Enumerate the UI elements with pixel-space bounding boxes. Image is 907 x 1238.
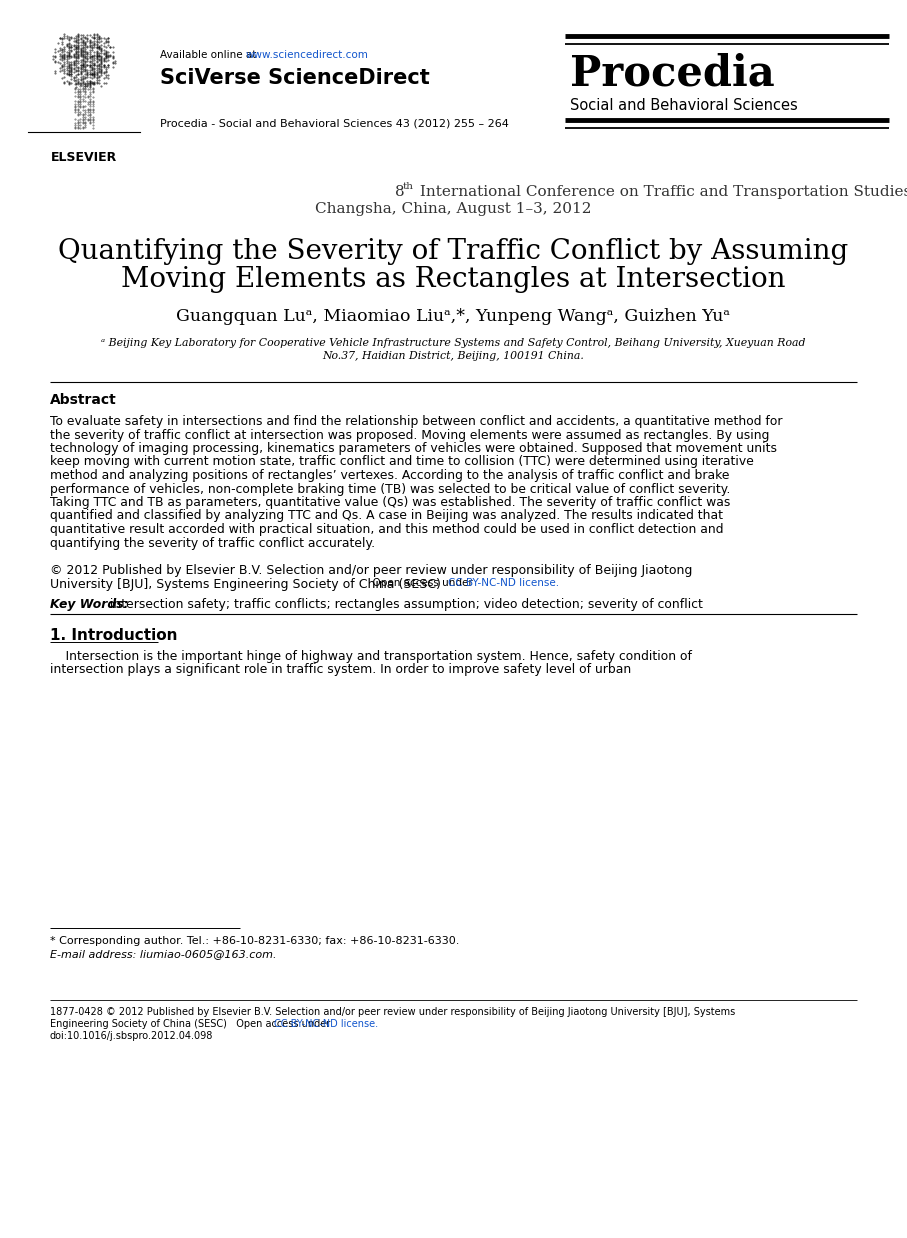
Text: ᵃ Beijing Key Laboratory for Cooperative Vehicle Infrastructure Systems and Safe: ᵃ Beijing Key Laboratory for Cooperative… xyxy=(101,338,805,348)
Text: doi:10.1016/j.sbspro.2012.04.098: doi:10.1016/j.sbspro.2012.04.098 xyxy=(50,1031,213,1041)
Text: Guangquan Luᵃ, Miaomiao Liuᵃ,*, Yunpeng Wangᵃ, Guizhen Yuᵃ: Guangquan Luᵃ, Miaomiao Liuᵃ,*, Yunpeng … xyxy=(176,308,730,326)
Text: the severity of traffic conflict at intersection was proposed. Moving elements w: the severity of traffic conflict at inte… xyxy=(50,428,769,442)
Text: Procedia - Social and Behavioral Sciences 43 (2012) 255 – 264: Procedia - Social and Behavioral Science… xyxy=(160,118,509,128)
Text: Quantifying the Severity of Traffic Conflict by Assuming: Quantifying the Severity of Traffic Conf… xyxy=(58,238,848,265)
Text: * Corresponding author. Tel.: +86-10-8231-6330; fax: +86-10-8231-6330.: * Corresponding author. Tel.: +86-10-823… xyxy=(50,936,459,946)
Text: Changsha, China, August 1–3, 2012: Changsha, China, August 1–3, 2012 xyxy=(315,202,591,215)
Text: ELSEVIER: ELSEVIER xyxy=(51,151,117,163)
Text: 1. Introduction: 1. Introduction xyxy=(50,628,178,643)
Text: quantitative result accorded with practical situation, and this method could be : quantitative result accorded with practi… xyxy=(50,522,724,536)
Text: Moving Elements as Rectangles at Intersection: Moving Elements as Rectangles at Interse… xyxy=(121,266,785,293)
Text: technology of imaging processing, kinematics parameters of vehicles were obtaine: technology of imaging processing, kinema… xyxy=(50,442,777,456)
Text: Key Words:: Key Words: xyxy=(50,598,129,612)
Text: quantifying the severity of traffic conflict accurately.: quantifying the severity of traffic conf… xyxy=(50,536,375,550)
Text: quantified and classified by analyzing TTC and Qs. A case in Beijing was analyze: quantified and classified by analyzing T… xyxy=(50,510,723,522)
Text: intersection safety; traffic conflicts; rectangles assumption; video detection; : intersection safety; traffic conflicts; … xyxy=(106,598,703,612)
FancyBboxPatch shape xyxy=(28,28,140,146)
Text: CC BY-NC-ND license.: CC BY-NC-ND license. xyxy=(448,578,559,588)
Text: International Conference on Traffic and Transportation Studies: International Conference on Traffic and … xyxy=(415,184,907,199)
Text: Social and Behavioral Sciences: Social and Behavioral Sciences xyxy=(570,98,798,113)
Text: method and analyzing positions of rectangles’ vertexes. According to the analysi: method and analyzing positions of rectan… xyxy=(50,469,729,482)
Text: No.37, Haidian District, Beijing, 100191 China.: No.37, Haidian District, Beijing, 100191… xyxy=(322,352,584,361)
Text: performance of vehicles, non-complete braking time (TB) was selected to be criti: performance of vehicles, non-complete br… xyxy=(50,483,730,495)
Text: Available online at: Available online at xyxy=(160,50,259,59)
Text: Procedia: Procedia xyxy=(570,52,775,94)
Text: www.sciencedirect.com: www.sciencedirect.com xyxy=(246,50,369,59)
Text: 8: 8 xyxy=(395,184,405,199)
Text: To evaluate safety in intersections and find the relationship between conflict a: To evaluate safety in intersections and … xyxy=(50,415,783,428)
Text: E-mail address: liumiao-0605@163.com.: E-mail address: liumiao-0605@163.com. xyxy=(50,950,277,959)
Text: Engineering Society of China (SESC)   Open access under: Engineering Society of China (SESC) Open… xyxy=(50,1019,334,1029)
Text: keep moving with current motion state, traffic conflict and time to collision (T: keep moving with current motion state, t… xyxy=(50,456,754,468)
Text: SciVerse ScienceDirect: SciVerse ScienceDirect xyxy=(160,68,430,88)
Text: th: th xyxy=(403,182,414,191)
Text: University [BJU], Systems Engineering Society of China (SESC): University [BJU], Systems Engineering So… xyxy=(50,578,441,591)
Text: Taking TTC and TB as parameters, quantitative value (Qs) was established. The se: Taking TTC and TB as parameters, quantit… xyxy=(50,496,730,509)
Text: Open access under: Open access under xyxy=(366,578,476,588)
Text: © 2012 Published by Elsevier B.V. Selection and/or peer review under responsibil: © 2012 Published by Elsevier B.V. Select… xyxy=(50,565,692,577)
Text: Intersection is the important hinge of highway and transportation system. Hence,: Intersection is the important hinge of h… xyxy=(50,650,692,664)
Text: CC BY-NC-ND license.: CC BY-NC-ND license. xyxy=(274,1019,378,1029)
Text: Abstract: Abstract xyxy=(50,392,117,407)
Text: intersection plays a significant role in traffic system. In order to improve saf: intersection plays a significant role in… xyxy=(50,664,631,676)
Text: 1877-0428 © 2012 Published by Elsevier B.V. Selection and/or peer review under r: 1877-0428 © 2012 Published by Elsevier B… xyxy=(50,1006,736,1016)
